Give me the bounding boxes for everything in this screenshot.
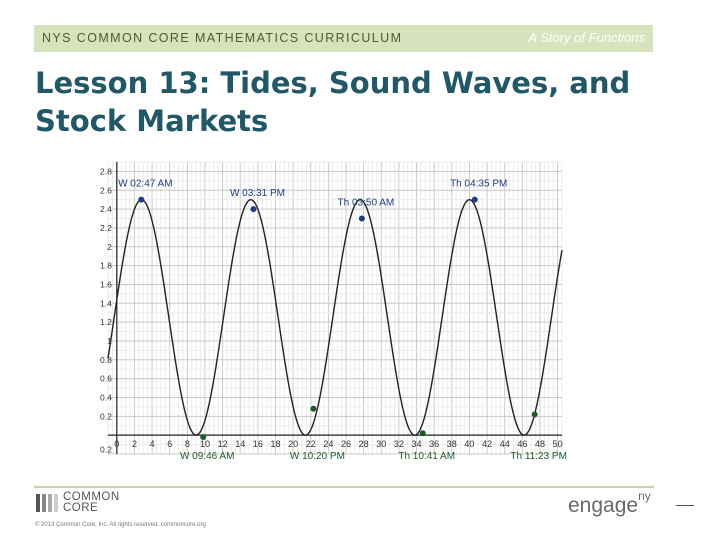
x-tick-label: 30 — [376, 439, 386, 449]
ny-superscript: ny — [638, 489, 651, 503]
data-point-label: W 02:47 AM — [118, 179, 172, 190]
y-tick-label: 0.2 — [100, 411, 112, 421]
data-point — [250, 206, 257, 213]
data-point-label: Th 04:35 PM — [450, 179, 507, 190]
x-tick-label: 44 — [500, 439, 510, 449]
logo-line-1: COMMON — [63, 491, 120, 503]
y-tick-label: 1.2 — [100, 317, 112, 327]
data-point-label: W 09:46 AM — [180, 451, 234, 462]
engage-word: engage — [568, 494, 639, 517]
x-tick-label: 42 — [482, 439, 492, 449]
x-tick-label: 46 — [517, 439, 527, 449]
data-point — [471, 196, 478, 203]
x-tick-label: 10 — [200, 439, 210, 449]
chart-grid — [107, 161, 563, 455]
y-tick-label: 1 — [107, 336, 112, 346]
data-point-label: W 03:31 PM — [230, 188, 285, 199]
common-core-logo-icon — [36, 494, 58, 512]
x-tick-label: 36 — [429, 439, 439, 449]
y-tick-label: 2 — [107, 242, 112, 252]
engage-rule — [676, 505, 694, 506]
y-tick-label: 1.4 — [100, 298, 112, 308]
y-tick-label: 1.8 — [100, 261, 112, 271]
x-tick-label: 20 — [288, 439, 298, 449]
x-tick-label: 32 — [394, 439, 404, 449]
chart-points: W 02:47 AM W 03:31 PM Th 03:50 AM Th 04:35 … — [118, 179, 567, 462]
x-tick-label: 16 — [253, 439, 263, 449]
y-tick-label: 2.6 — [100, 185, 112, 195]
tide-chart: 0 2 4 6 8 10 12 14 16 18 20 22 24 26 28 30 32 34 36 38 40 42 4… — [100, 161, 567, 462]
x-tick-label: 40 — [464, 439, 474, 449]
x-tick-label: 34 — [412, 439, 422, 449]
y-tick-label: 1.6 — [100, 279, 112, 289]
data-point — [310, 405, 317, 412]
y-tick-label: 0.8 — [100, 355, 112, 365]
x-tick-label: 4 — [150, 439, 155, 449]
y-tick-label: 2.8 — [100, 166, 112, 176]
footer-divider — [34, 486, 654, 488]
engageny-logo: engageny — [568, 489, 651, 518]
data-point-label: Th 11:23 PM — [510, 451, 567, 462]
y-tick-label: 2.2 — [100, 223, 112, 233]
x-tick-label: 28 — [359, 439, 369, 449]
chart-axes — [108, 162, 562, 454]
data-point-label: W 10:20 PM — [290, 451, 345, 462]
x-tick-label: 12 — [218, 439, 228, 449]
x-tick-label: 50 — [553, 439, 563, 449]
data-point — [531, 411, 538, 418]
chart-curve — [107, 198, 563, 436]
copyright-notice: © 2013 Common Core, Inc. All rights rese… — [35, 522, 206, 528]
x-tick-label: 18 — [270, 439, 280, 449]
chart-tick-labels: 0 2 4 6 8 10 12 14 16 18 20 22 24 26 28 30 32 34 36 38 40 42 4… — [100, 166, 563, 454]
data-point — [200, 434, 207, 441]
curriculum-banner: NYS COMMON CORE MATHEMATICS CURRICULUM A… — [34, 25, 653, 52]
y-tick-label-negative: 0.2 — [100, 444, 112, 454]
y-tick-label: 0.6 — [100, 374, 112, 384]
x-tick-label: 14 — [235, 439, 245, 449]
x-tick-label: 6 — [167, 439, 172, 449]
data-point-label: Th 10:41 AM — [398, 451, 455, 462]
data-point — [358, 215, 365, 222]
data-point — [138, 196, 145, 203]
data-point — [419, 430, 426, 437]
x-tick-label: 26 — [341, 439, 351, 449]
x-tick-label: 48 — [535, 439, 545, 449]
y-tick-label: 2.4 — [100, 204, 112, 214]
y-tick-label: 0.4 — [100, 392, 112, 402]
x-tick-label: 2 — [132, 439, 137, 449]
logo-line-2: CORE — [63, 502, 99, 514]
tide-curve — [107, 198, 563, 436]
x-tick-label: 8 — [185, 439, 190, 449]
common-core-logo-text: COMMON CORE — [63, 491, 120, 514]
lesson-title: Lesson 13: Tides, Sound Waves, and Stock… — [35, 66, 631, 138]
module-name: A Story of Functions — [528, 30, 645, 45]
data-point-label: Th 03:50 AM — [338, 198, 395, 209]
x-tick-label: 22 — [306, 439, 316, 449]
curriculum-name: NYS COMMON CORE MATHEMATICS CURRICULUM — [42, 31, 403, 45]
x-tick-label: 38 — [447, 439, 457, 449]
x-tick-label: 0 — [114, 439, 119, 449]
x-tick-label: 24 — [323, 439, 333, 449]
